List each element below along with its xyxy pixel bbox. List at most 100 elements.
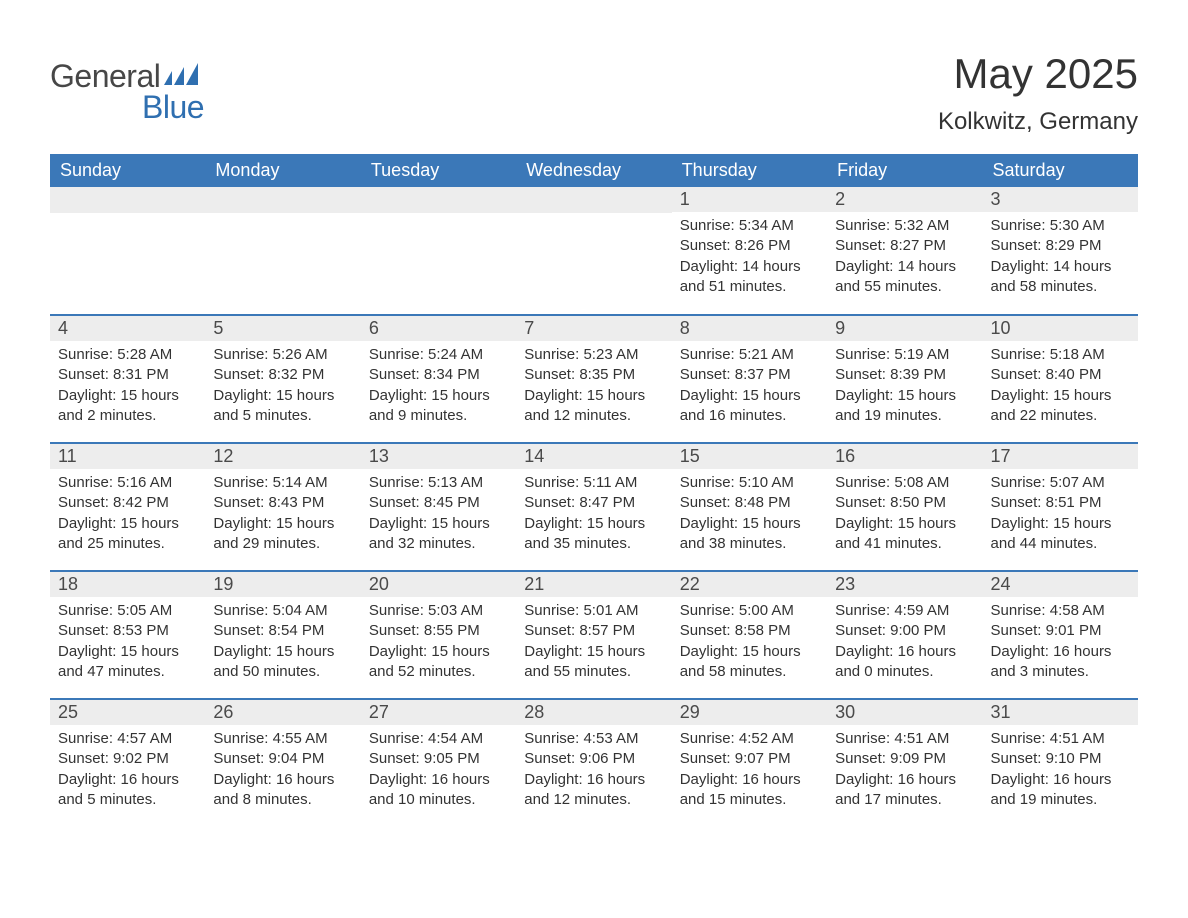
sunrise-line: Sunrise: 5:32 AM (835, 216, 974, 236)
sunrise-line: Sunrise: 5:26 AM (213, 345, 352, 365)
daylight-line: Daylight: 15 hours and 35 minutes. (524, 514, 663, 555)
empty-day-header (50, 187, 205, 213)
day-details: Sunrise: 4:58 AMSunset: 9:01 PMDaylight:… (983, 597, 1138, 688)
sunset-label: Sunset: (213, 494, 268, 511)
daylight-line: Daylight: 16 hours and 5 minutes. (58, 770, 197, 811)
title-location: Kolkwitz, Germany (938, 108, 1138, 136)
sunset-value: 8:32 PM (268, 366, 324, 383)
sunset-line: Sunset: 8:39 PM (835, 365, 974, 385)
sunrise-line: Sunrise: 5:11 AM (524, 473, 663, 493)
daylight-line: Daylight: 15 hours and 32 minutes. (369, 514, 508, 555)
sunrise-label: Sunrise: (58, 730, 117, 747)
sunset-line: Sunset: 8:53 PM (58, 621, 197, 641)
daylight-line: Daylight: 16 hours and 3 minutes. (991, 642, 1130, 683)
daylight-line: Daylight: 15 hours and 41 minutes. (835, 514, 974, 555)
sunrise-value: 5:14 AM (273, 474, 328, 491)
daylight-line: Daylight: 16 hours and 17 minutes. (835, 770, 974, 811)
week-row: 4Sunrise: 5:28 AMSunset: 8:31 PMDaylight… (50, 315, 1138, 443)
sunset-label: Sunset: (58, 366, 113, 383)
sunset-line: Sunset: 8:40 PM (991, 365, 1130, 385)
day-details: Sunrise: 4:59 AMSunset: 9:00 PMDaylight:… (827, 597, 982, 688)
day-cell: 5Sunrise: 5:26 AMSunset: 8:32 PMDaylight… (205, 315, 360, 443)
day-number: 17 (983, 444, 1138, 469)
day-details: Sunrise: 5:21 AMSunset: 8:37 PMDaylight:… (672, 341, 827, 432)
sunrise-label: Sunrise: (369, 474, 428, 491)
sunset-label: Sunset: (991, 750, 1046, 767)
day-cell: 10Sunrise: 5:18 AMSunset: 8:40 PMDayligh… (983, 315, 1138, 443)
sunrise-line: Sunrise: 5:19 AM (835, 345, 974, 365)
sunset-label: Sunset: (680, 750, 735, 767)
day-details: Sunrise: 5:34 AMSunset: 8:26 PMDaylight:… (672, 212, 827, 303)
sunrise-label: Sunrise: (991, 602, 1050, 619)
sunset-label: Sunset: (58, 622, 113, 639)
sunrise-line: Sunrise: 4:51 AM (991, 729, 1130, 749)
sunrise-label: Sunrise: (58, 602, 117, 619)
sunset-value: 8:40 PM (1046, 366, 1102, 383)
brand-logo: General Blue (50, 50, 204, 126)
sunset-value: 9:05 PM (424, 750, 480, 767)
sunrise-value: 4:52 AM (739, 730, 794, 747)
sunset-line: Sunset: 9:10 PM (991, 749, 1130, 769)
sunrise-value: 5:08 AM (894, 474, 949, 491)
sunrise-label: Sunrise: (524, 474, 583, 491)
sunset-label: Sunset: (835, 622, 890, 639)
daylight-line: Daylight: 16 hours and 10 minutes. (369, 770, 508, 811)
calendar-table: Sunday Monday Tuesday Wednesday Thursday… (50, 154, 1138, 827)
sunset-value: 8:34 PM (424, 366, 480, 383)
day-cell: 25Sunrise: 4:57 AMSunset: 9:02 PMDayligh… (50, 699, 205, 827)
sunset-line: Sunset: 8:57 PM (524, 621, 663, 641)
day-number: 14 (516, 444, 671, 469)
sunrise-label: Sunrise: (680, 346, 739, 363)
day-details: Sunrise: 5:13 AMSunset: 8:45 PMDaylight:… (361, 469, 516, 560)
day-cell: 30Sunrise: 4:51 AMSunset: 9:09 PMDayligh… (827, 699, 982, 827)
daylight-label: Daylight: (58, 387, 121, 404)
title-month-year: May 2025 (938, 50, 1138, 98)
day-details: Sunrise: 5:11 AMSunset: 8:47 PMDaylight:… (516, 469, 671, 560)
day-number: 19 (205, 572, 360, 597)
day-cell: 1Sunrise: 5:34 AMSunset: 8:26 PMDaylight… (672, 187, 827, 315)
day-number: 28 (516, 700, 671, 725)
daylight-label: Daylight: (991, 515, 1054, 532)
weekday-header: Saturday (983, 154, 1138, 187)
sunrise-line: Sunrise: 4:57 AM (58, 729, 197, 749)
sunrise-value: 5:24 AM (428, 346, 483, 363)
day-cell: 2Sunrise: 5:32 AMSunset: 8:27 PMDaylight… (827, 187, 982, 315)
daylight-line: Daylight: 15 hours and 44 minutes. (991, 514, 1130, 555)
day-cell: 11Sunrise: 5:16 AMSunset: 8:42 PMDayligh… (50, 443, 205, 571)
day-details: Sunrise: 5:26 AMSunset: 8:32 PMDaylight:… (205, 341, 360, 432)
day-details: Sunrise: 5:04 AMSunset: 8:54 PMDaylight:… (205, 597, 360, 688)
sunset-value: 8:31 PM (113, 366, 169, 383)
sunset-value: 8:37 PM (735, 366, 791, 383)
daylight-line: Daylight: 14 hours and 55 minutes. (835, 257, 974, 298)
daylight-label: Daylight: (835, 515, 898, 532)
day-number: 9 (827, 316, 982, 341)
day-cell: 21Sunrise: 5:01 AMSunset: 8:57 PMDayligh… (516, 571, 671, 699)
sunrise-line: Sunrise: 5:28 AM (58, 345, 197, 365)
sunset-value: 9:09 PM (890, 750, 946, 767)
sunset-value: 8:55 PM (424, 622, 480, 639)
sunset-line: Sunset: 8:54 PM (213, 621, 352, 641)
day-number: 30 (827, 700, 982, 725)
daylight-label: Daylight: (991, 387, 1054, 404)
sunset-value: 8:50 PM (890, 494, 946, 511)
week-row: 11Sunrise: 5:16 AMSunset: 8:42 PMDayligh… (50, 443, 1138, 571)
empty-day-header (361, 187, 516, 213)
sunrise-line: Sunrise: 4:58 AM (991, 601, 1130, 621)
daylight-line: Daylight: 16 hours and 15 minutes. (680, 770, 819, 811)
daylight-label: Daylight: (213, 643, 276, 660)
day-cell: 23Sunrise: 4:59 AMSunset: 9:00 PMDayligh… (827, 571, 982, 699)
sunset-value: 8:42 PM (113, 494, 169, 511)
sunset-value: 8:29 PM (1046, 237, 1102, 254)
daylight-label: Daylight: (58, 515, 121, 532)
daylight-line: Daylight: 14 hours and 58 minutes. (991, 257, 1130, 298)
daylight-label: Daylight: (369, 515, 432, 532)
sunset-line: Sunset: 9:01 PM (991, 621, 1130, 641)
sunrise-label: Sunrise: (213, 602, 272, 619)
sunset-value: 9:06 PM (579, 750, 635, 767)
day-number: 10 (983, 316, 1138, 341)
day-cell: 31Sunrise: 4:51 AMSunset: 9:10 PMDayligh… (983, 699, 1138, 827)
day-number: 6 (361, 316, 516, 341)
sunrise-value: 4:57 AM (117, 730, 172, 747)
day-number: 11 (50, 444, 205, 469)
sunset-line: Sunset: 8:29 PM (991, 236, 1130, 256)
